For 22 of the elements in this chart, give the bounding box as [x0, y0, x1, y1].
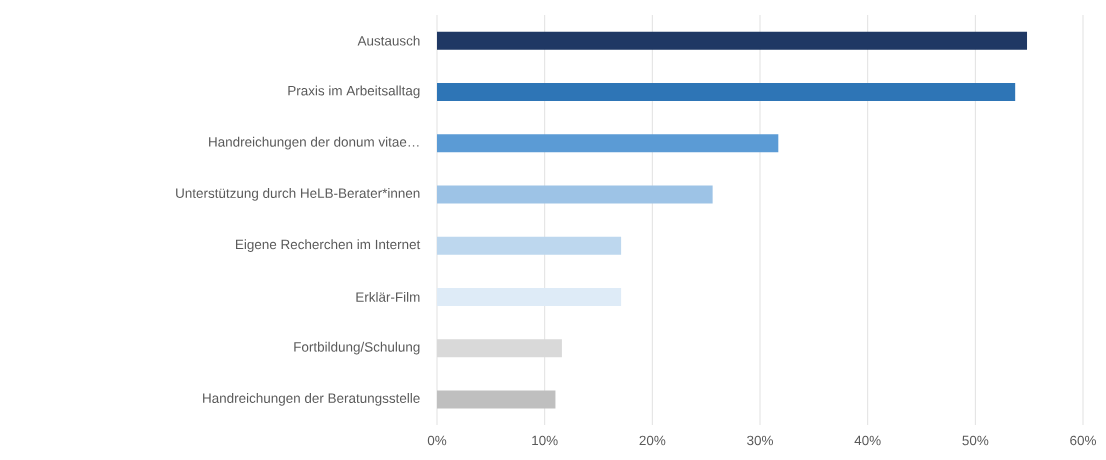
x-tick-label: 10%: [532, 435, 558, 446]
bar: [437, 185, 713, 204]
y-tick-label: Unterstützung durch HeLB-Berater*innen: [176, 188, 420, 201]
bar: [437, 236, 622, 255]
y-tick-label: Praxis im Arbeitsalltag: [288, 85, 420, 99]
y-tick-label: Handreichungen der Beratungsstelle: [203, 393, 420, 406]
x-tick-label: 30%: [747, 435, 773, 446]
y-tick-label: Handreichungen der donum vitae…: [209, 136, 419, 150]
y-tick-label: Erklär-Film: [356, 291, 420, 302]
bar: [437, 390, 556, 409]
x-tick-label: 0%: [427, 435, 447, 446]
bar: [437, 82, 1016, 101]
bar: [437, 134, 779, 153]
bar: [437, 31, 1028, 50]
x-tick-label: 20%: [639, 435, 666, 446]
bar: [437, 287, 622, 306]
y-tick-label: Fortbildung/Schulung: [294, 341, 420, 355]
x-tick-label: 60%: [1070, 435, 1096, 446]
x-tick-label: 40%: [854, 435, 881, 446]
y-tick-label: Austausch: [357, 35, 420, 46]
x-tick-label: 50%: [962, 435, 989, 446]
y-tick-label: Eigene Recherchen im Internet: [236, 239, 421, 252]
